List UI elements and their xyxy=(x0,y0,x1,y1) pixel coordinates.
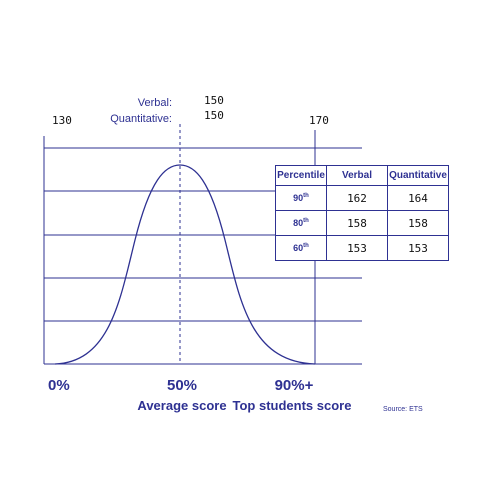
high-score: 170 xyxy=(309,114,329,127)
value-cell: 153 xyxy=(387,235,449,261)
quant-label: Quantitative: xyxy=(110,113,172,125)
axis-caption: Top students score xyxy=(233,398,352,413)
suffix: th xyxy=(303,193,309,199)
header-cell: Quantitative xyxy=(387,165,449,186)
header-cell: Percentile xyxy=(275,165,327,186)
source: Source: ETS xyxy=(383,406,423,413)
axis-label: 50% xyxy=(167,377,197,394)
value-cell: 158 xyxy=(326,210,388,236)
axis-label: 0% xyxy=(48,377,70,394)
percentile-cell: 60th xyxy=(275,235,327,261)
percentile-table: Percentile Verbal Quantitative 90th 162 … xyxy=(275,165,449,261)
axis-caption: Average score xyxy=(137,398,226,413)
percentile: 90 xyxy=(293,193,304,203)
suffix: th xyxy=(303,243,309,249)
suffix: th xyxy=(303,218,309,224)
percentile: 60 xyxy=(293,243,304,253)
value-cell: 153 xyxy=(326,235,388,261)
axis-label: 90%+ xyxy=(275,377,314,394)
bell-curve xyxy=(54,164,316,365)
verbal-score: 150 xyxy=(204,94,224,107)
value-cell: 162 xyxy=(326,185,388,211)
percentile-cell: 90th xyxy=(275,185,327,211)
low-score: 130 xyxy=(52,114,72,127)
value-cell: 164 xyxy=(387,185,449,211)
quant-score: 150 xyxy=(204,109,224,122)
verbal-label: Verbal: xyxy=(138,97,172,109)
percentile-cell: 80th xyxy=(275,210,327,236)
percentile: 80 xyxy=(293,218,304,228)
grid xyxy=(43,124,362,365)
value-cell: 158 xyxy=(387,210,449,236)
header-cell: Verbal xyxy=(326,165,388,186)
